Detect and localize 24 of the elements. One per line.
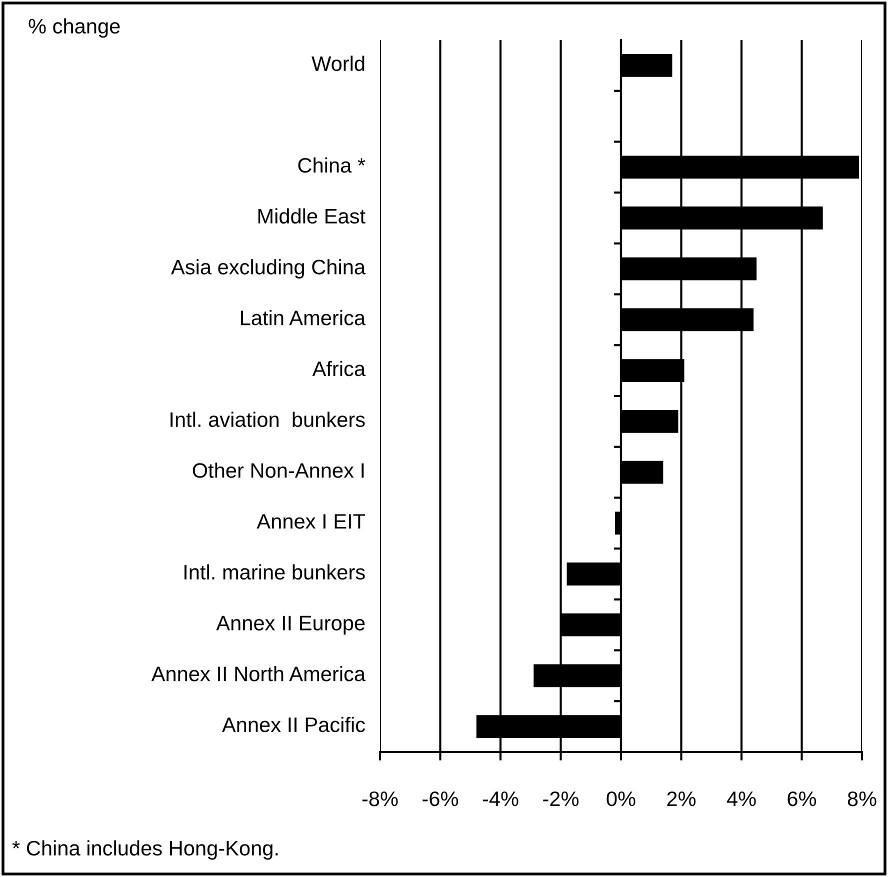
x-tick-label: 2%: [667, 791, 696, 806]
y-tick-label: Annex II Europe: [216, 616, 365, 635]
y-tick-label: Intl. marine bunkers: [184, 564, 365, 580]
x-tick-label: 0%: [606, 791, 636, 806]
y-tick-label: World: [312, 56, 364, 72]
text: * China includes Hong-Kong.: [12, 840, 278, 860]
y-tick-label: Annex I EIT: [256, 514, 366, 529]
y-tick-label: Annex II North America: [151, 666, 366, 682]
y-tick-label: Africa: [312, 360, 366, 376]
y-tick-label: Annex II Pacific: [222, 716, 365, 732]
x-tick-label: -4%: [482, 792, 518, 806]
y-axis-title: % change: [28, 18, 120, 38]
y-tick-label: Asia excluding China: [171, 259, 366, 279]
y-tick-label: Latin America: [241, 310, 366, 326]
x-tick-label: 6%: [788, 791, 816, 806]
x-tick-label: 4%: [726, 792, 756, 806]
x-tick-label: -2%: [543, 791, 579, 806]
y-tick-label: Other Non-Annex I: [192, 462, 364, 478]
x-tick-label: -8%: [362, 791, 398, 806]
x-tick-label: 8%: [848, 791, 876, 806]
y-tick-label: Middle East: [258, 208, 366, 224]
x-tick-label: -6%: [422, 791, 458, 806]
y-tick-label: Intl. aviation bunkers: [170, 412, 365, 428]
y-tick-label: China *: [298, 157, 366, 173]
